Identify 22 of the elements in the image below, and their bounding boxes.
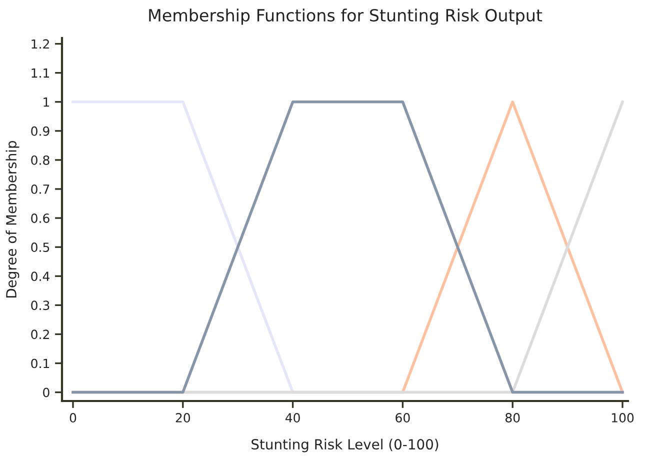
y-tick-label: 0.8: [31, 155, 50, 165]
y-tick-label: 1.2: [32, 39, 49, 49]
x-axis-title: Stunting Risk Level (0-100): [252, 438, 438, 452]
y-tick-label: 0.5: [31, 242, 50, 252]
x-tick-label: 40: [285, 413, 300, 422]
y-tick-label: 0.6: [31, 214, 50, 223]
y-tick-label: 1.1: [32, 68, 50, 78]
chart-title: Membership Functions for Stunting Risk Output: [149, 8, 542, 25]
y-tick-label: 0.2: [31, 330, 49, 340]
x-tick-label: 100: [612, 413, 634, 422]
y-axis-title: Degree of Membership: [6, 140, 20, 298]
x-tick-label: 0: [70, 413, 76, 422]
x-tick-label: 20: [176, 413, 190, 422]
y-tick-label: 0.4: [31, 272, 50, 282]
y-tick-label: 0.9: [31, 126, 50, 136]
x-tick-label: 80: [505, 413, 520, 422]
y-tick-label: 0.3: [31, 300, 50, 310]
x-tick-label: 60: [396, 413, 410, 422]
y-tick-label: 0.1: [31, 358, 50, 368]
y-tick-label: 0: [43, 388, 50, 398]
y-tick-label: 1: [44, 98, 50, 107]
y-tick-label: 0.7: [31, 184, 50, 194]
